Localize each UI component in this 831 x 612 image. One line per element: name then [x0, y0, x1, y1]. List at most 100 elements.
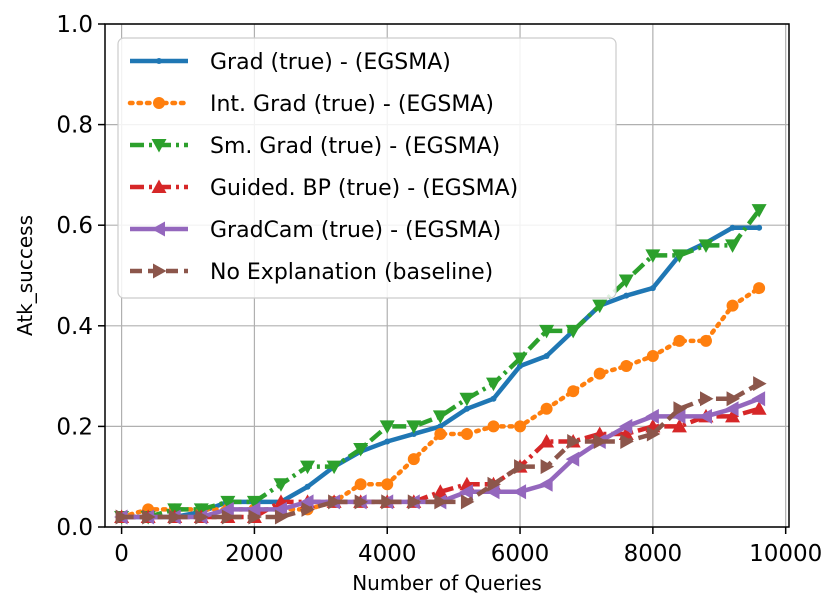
- series-1-point-15: [514, 420, 527, 433]
- series-5-point-22: [699, 391, 714, 407]
- series-1-point-14: [487, 420, 500, 433]
- series-5-point-17: [567, 433, 581, 449]
- series-1-point-20: [646, 349, 659, 362]
- legend-marker-5: [153, 263, 167, 279]
- series-4-point-6: [273, 501, 287, 517]
- series-5-point-14: [487, 476, 501, 492]
- series-2-point-15: [512, 352, 528, 366]
- x-axis-label: Number of Queries: [352, 571, 542, 595]
- series-4-point-7: [300, 494, 314, 510]
- series-2-point-10: [379, 420, 395, 434]
- series-1-point-18: [593, 367, 606, 380]
- series-2-point-14: [485, 377, 501, 392]
- series-0-point-7: [304, 483, 311, 490]
- x-tick-label-0: 0: [114, 541, 129, 567]
- y-tick-label-1: 0.2: [56, 414, 93, 440]
- legend-label-4: GradCam (true) - (EGSMA): [210, 218, 501, 243]
- series-2-point-17: [565, 324, 581, 339]
- series-5-point-12: [434, 494, 448, 510]
- legend-label-1: Int. Grad (true) - (EGSMA): [210, 92, 494, 117]
- series-5-point-16: [540, 459, 555, 475]
- series-0-point-13: [463, 405, 470, 412]
- series-2-point-19: [618, 274, 634, 289]
- x-tick-label-3: 6000: [491, 541, 550, 567]
- legend-item-5: No Explanation (baseline): [130, 260, 493, 285]
- legend-item-3: Guided. BP (true) - (EGSMA): [130, 176, 518, 201]
- y-tick-label-0: 0.0: [56, 515, 93, 541]
- series-0-point-10: [384, 438, 391, 445]
- series-5-point-8: [328, 494, 342, 510]
- series-1-point-10: [381, 478, 394, 491]
- series-2-point-16: [539, 324, 555, 339]
- series-5-point-2: [168, 509, 183, 525]
- x-tick-label-5: 10000: [749, 541, 822, 567]
- series-1-point-23: [726, 299, 739, 312]
- series-5-point-13: [460, 494, 475, 510]
- series-0-point-23: [729, 224, 736, 231]
- series-0-point-12: [437, 423, 444, 430]
- series-4-point-15: [512, 484, 527, 500]
- series-5-point-20: [646, 426, 661, 442]
- series-0-point-20: [649, 285, 656, 292]
- series-5-point-5: [248, 509, 262, 525]
- tick-layer: 0 2000 4000 6000 8000 10000 0.0 0.2 0.4 0.6 0.8 1.0: [56, 12, 822, 567]
- series-5-point-3: [195, 509, 209, 525]
- series-4-point-14: [485, 484, 500, 500]
- legend: Grad (true) - (EGSMA) Int. Grad (true) - …: [117, 37, 617, 299]
- legend-marker-4: [151, 221, 165, 237]
- series-3-point-16: [539, 433, 555, 448]
- series-2-point-24: [751, 204, 767, 218]
- series-4-point-16: [539, 476, 553, 492]
- series-4-point-17: [565, 451, 580, 467]
- axes-frame: [104, 23, 790, 528]
- series-2-point-21: [671, 249, 687, 263]
- series-4-point-22: [698, 408, 712, 424]
- series-1-point-16: [540, 402, 553, 415]
- series-0-point-24: [756, 224, 763, 231]
- series-1-point-12: [434, 427, 447, 440]
- legend-item-2: Sm. Grad (true) - (EGSMA): [130, 134, 500, 159]
- series-5-point-23: [726, 391, 741, 407]
- series-1-point-13: [460, 427, 473, 440]
- legend-label-2: Sm. Grad (true) - (EGSMA): [210, 134, 500, 159]
- series-4-point-5: [246, 501, 261, 517]
- series-5-point-9: [354, 494, 369, 510]
- series-5-point-21: [673, 401, 687, 417]
- series-5-point-15: [514, 459, 528, 475]
- legend-marker-3: [151, 179, 167, 193]
- series-2-point-22: [698, 239, 714, 253]
- series-3-point-12: [432, 484, 448, 498]
- series-5-point-10: [381, 494, 395, 510]
- legend-marker-1: [153, 97, 165, 109]
- plot-frame: [104, 23, 790, 528]
- x-tick-label-2: 4000: [358, 541, 417, 567]
- series-5: [115, 376, 767, 525]
- series-2-point-4: [220, 495, 236, 510]
- series-1-point-22: [699, 334, 712, 347]
- series-3-point-24: [751, 401, 767, 415]
- series-2-point-13: [459, 392, 475, 407]
- series-1-point-17: [567, 385, 580, 398]
- series-1-point-24: [753, 282, 766, 295]
- series-4-point-24: [751, 391, 766, 407]
- series-5-point-11: [407, 494, 422, 510]
- series-2-point-6: [273, 478, 289, 492]
- legend-marker-2: [151, 139, 167, 153]
- series-2-point-20: [645, 249, 661, 263]
- series-4-point-21: [671, 408, 686, 424]
- y-axis-label: Atk_success: [13, 215, 37, 336]
- series-5-point-24: [753, 376, 767, 392]
- series-5-point-7: [301, 501, 316, 517]
- legend-label-5: No Explanation (baseline): [210, 260, 493, 285]
- series-1-line: [119, 285, 762, 520]
- legend-item-0: Grad (true) - (EGSMA): [130, 50, 451, 75]
- y-tick-label-5: 1.0: [56, 12, 93, 38]
- series-5-point-6: [274, 509, 289, 525]
- series-2-point-12: [432, 410, 448, 424]
- series-0-point-11: [410, 430, 417, 437]
- y-tick-label-4: 0.8: [56, 113, 93, 139]
- x-tick-label-1: 2000: [225, 541, 284, 567]
- series-layer: [114, 204, 767, 525]
